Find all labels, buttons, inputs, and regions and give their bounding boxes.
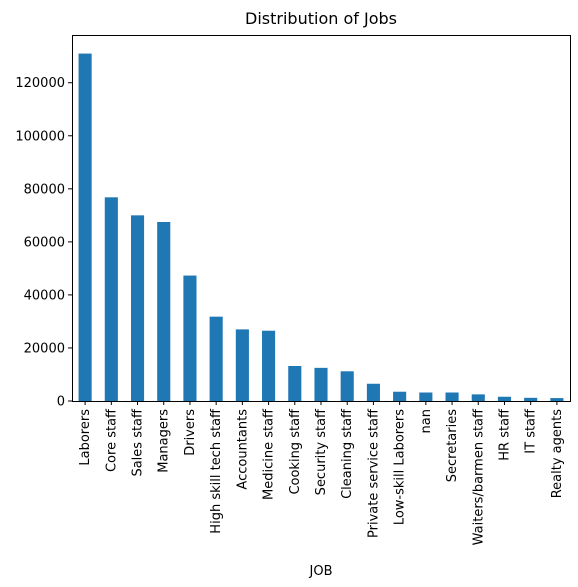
bar (366, 383, 380, 401)
y-tick-label: 20000 (24, 341, 65, 356)
bar (393, 391, 407, 401)
x-axis-label: JOB (309, 564, 333, 579)
x-tick-label: Realty agents (550, 409, 565, 499)
bar (209, 316, 223, 401)
x-tick-label: HR staff (497, 408, 512, 461)
x-tick-label: Cleaning staff (340, 408, 355, 499)
x-tick-label: High skill tech staff (209, 408, 224, 534)
bar (340, 371, 354, 401)
x-tick-label: Waiters/barmen staff (471, 408, 486, 545)
y-tick-label: 0 (57, 395, 65, 410)
bar (550, 398, 564, 401)
bar (235, 329, 249, 401)
x-tick-label: Laborers (78, 409, 93, 466)
bar (524, 397, 538, 401)
bar (78, 53, 92, 401)
x-tick-label: Medicine staff (262, 408, 277, 500)
y-axis-ticks: 0 20000 40000 60000 80000 100000 120000 (15, 76, 72, 410)
bar (497, 396, 512, 401)
x-tick-label: Managers (157, 409, 172, 473)
bar (183, 275, 197, 401)
x-tick-label: nan (419, 409, 434, 433)
x-tick-label: Security staff (314, 408, 329, 495)
plot-frame (72, 35, 571, 402)
x-axis-ticks: Laborers Core staff Sales staff Managers Dri… (78, 401, 565, 545)
bar (288, 365, 302, 401)
bar (445, 392, 459, 401)
x-tick-label: Drivers (183, 409, 198, 456)
x-tick-label: Sales staff (131, 408, 146, 477)
bar (262, 330, 276, 401)
y-tick-label: 100000 (15, 129, 65, 144)
bar (157, 221, 171, 401)
bar (471, 394, 485, 401)
x-tick-label: IT staff (524, 408, 539, 454)
x-tick-label: Secretaries (445, 409, 460, 482)
bar (130, 215, 145, 401)
x-tick-label: Cooking staff (288, 408, 303, 495)
y-tick-label: 40000 (24, 288, 65, 303)
x-tick-label: Core staff (104, 408, 119, 472)
x-tick-label: Accountants (235, 409, 250, 490)
bar (419, 392, 433, 401)
y-tick-label: 60000 (24, 235, 65, 250)
bar (314, 367, 328, 401)
x-tick-label: Low-skill Laborers (393, 409, 408, 525)
chart-title: Distribution of Jobs (245, 9, 397, 28)
x-tick-label: Private service staff (366, 408, 381, 538)
y-tick-label: 120000 (15, 76, 65, 91)
bars-group (78, 53, 564, 401)
bar (104, 197, 118, 401)
y-tick-label: 80000 (24, 182, 65, 197)
